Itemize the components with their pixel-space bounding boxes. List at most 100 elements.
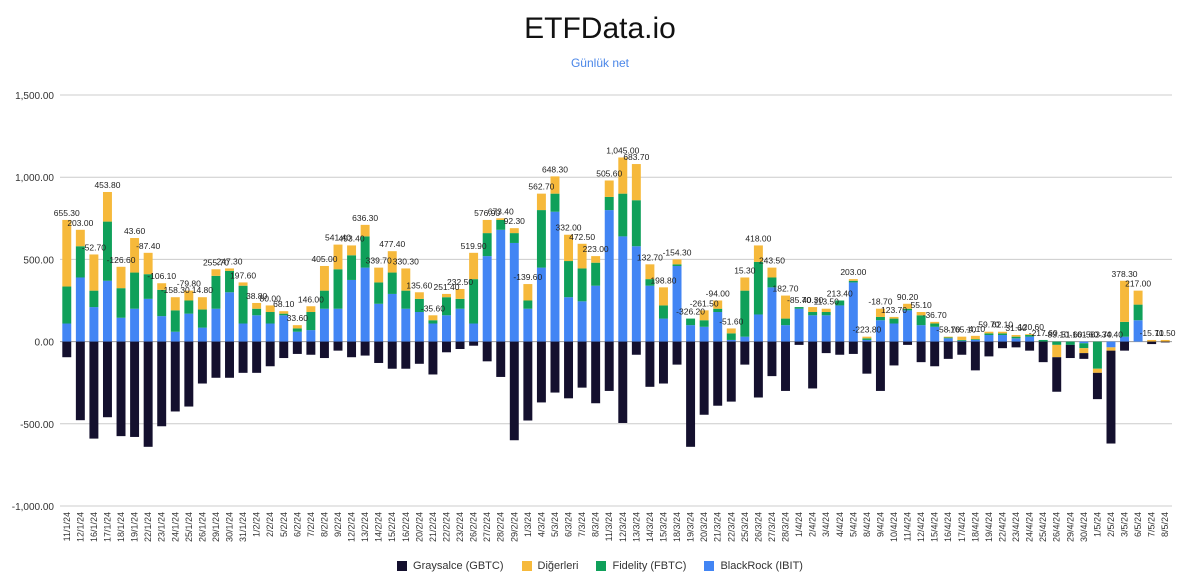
bar-segment bbox=[686, 318, 696, 326]
bar-segment bbox=[238, 282, 248, 286]
bar-segment bbox=[469, 252, 479, 280]
bar-segment bbox=[536, 341, 546, 403]
bar-segment bbox=[360, 267, 370, 342]
x-tick-label: 23/2/24 bbox=[455, 512, 465, 542]
x-tick-label: 7/5/24 bbox=[1147, 512, 1157, 537]
bar-segment bbox=[428, 315, 438, 321]
bar-segment bbox=[62, 219, 72, 287]
data-label: 673.40 bbox=[488, 206, 514, 216]
bar-segment bbox=[469, 279, 479, 324]
bar-segment bbox=[333, 308, 343, 342]
bar-segment bbox=[414, 292, 424, 299]
bar-segment bbox=[808, 341, 818, 389]
bar-segment bbox=[238, 341, 248, 373]
x-tick-label: 16/2/24 bbox=[401, 512, 411, 542]
bar-segment bbox=[875, 316, 885, 321]
bar-segment bbox=[523, 300, 533, 309]
bar-segment bbox=[265, 305, 275, 313]
bar-segment bbox=[157, 341, 167, 427]
y-tick-label: 0.00 bbox=[35, 338, 55, 349]
chart-title: ETFData.io bbox=[524, 12, 676, 45]
bar-segment bbox=[238, 323, 248, 342]
bar-segment bbox=[170, 331, 180, 342]
x-tick-label: 20/3/24 bbox=[699, 512, 709, 542]
bar-segment bbox=[509, 228, 519, 234]
x-tick-label: 29/1/24 bbox=[211, 512, 221, 542]
data-label: -79.80 bbox=[177, 279, 201, 289]
bar-segment bbox=[211, 275, 221, 309]
bar-segment bbox=[1025, 341, 1035, 351]
bar-segment bbox=[794, 341, 804, 345]
bar-segment bbox=[455, 341, 465, 349]
bar-segment bbox=[862, 339, 872, 342]
bar-segment bbox=[916, 315, 926, 326]
bar-segment bbox=[252, 341, 262, 373]
bar-segment bbox=[292, 325, 302, 329]
chart-subtitle: Günlük net bbox=[570, 56, 630, 70]
bar-segment bbox=[130, 238, 140, 273]
bar-segment bbox=[211, 308, 221, 342]
bar-segment bbox=[238, 285, 248, 324]
bar-segment bbox=[970, 341, 980, 371]
x-tick-label: 7/2/24 bbox=[306, 512, 316, 537]
bar-segment bbox=[862, 336, 872, 339]
bar-segment bbox=[1106, 350, 1116, 444]
bar-segment bbox=[130, 272, 140, 309]
data-label: -83.10 bbox=[1045, 330, 1069, 340]
x-tick-label: 15/3/24 bbox=[658, 512, 668, 542]
x-tick-label: 6/3/24 bbox=[564, 512, 574, 537]
data-label: 223.00 bbox=[583, 244, 609, 254]
data-label: -34.40 bbox=[1099, 330, 1123, 340]
bar-segment bbox=[984, 331, 994, 334]
bar-segment bbox=[564, 297, 574, 342]
bar-segment bbox=[618, 236, 628, 342]
bar-segment bbox=[957, 339, 967, 341]
x-tick-label: 22/3/24 bbox=[726, 512, 736, 542]
bar-segment bbox=[984, 335, 994, 342]
x-tick-label: 12/1/24 bbox=[75, 512, 85, 542]
x-tick-label: 3/5/24 bbox=[1120, 512, 1130, 537]
bar-segment bbox=[970, 339, 980, 342]
bar-segment bbox=[930, 321, 940, 324]
bar-segment bbox=[89, 307, 99, 342]
bar-segment bbox=[197, 309, 207, 328]
bar-segment bbox=[536, 267, 546, 342]
data-label: 330.30 bbox=[393, 256, 419, 266]
bar-segment bbox=[794, 307, 804, 309]
bar-segment bbox=[374, 303, 384, 342]
data-label: 453.80 bbox=[94, 180, 120, 190]
bar-segment bbox=[821, 312, 831, 316]
x-tick-label: 10/4/24 bbox=[889, 512, 899, 542]
bar-segment bbox=[564, 341, 574, 399]
data-label: 636.30 bbox=[352, 213, 378, 223]
x-tick-label: 3/4/24 bbox=[821, 512, 831, 537]
bar-segment bbox=[998, 331, 1007, 334]
data-label: -126.60 bbox=[107, 255, 136, 265]
data-label: -120.60 bbox=[1015, 322, 1044, 332]
bar-segment bbox=[943, 336, 953, 338]
bar-segment bbox=[1011, 335, 1021, 337]
bar-segment bbox=[821, 308, 831, 313]
bar-segment bbox=[279, 311, 289, 314]
bar-segment bbox=[794, 308, 804, 342]
bar-segment bbox=[387, 293, 397, 342]
bar-segment bbox=[753, 341, 763, 398]
bar-segment bbox=[903, 310, 913, 342]
legend-item-fbtc: Fidelity (FBTC) bbox=[596, 560, 686, 572]
bar-segment bbox=[184, 341, 194, 407]
data-label: -154.30 bbox=[663, 247, 692, 257]
bar-segment bbox=[1160, 339, 1170, 342]
x-tick-label: 18/1/24 bbox=[116, 512, 126, 542]
bar-segment bbox=[279, 341, 289, 359]
bar-segment bbox=[699, 310, 709, 321]
x-tick-label: 29/2/24 bbox=[509, 512, 519, 542]
bar-segment bbox=[577, 341, 587, 388]
bar-segment bbox=[428, 320, 438, 324]
x-tick-label: 15/2/24 bbox=[387, 512, 397, 542]
x-tick-label: 16/1/24 bbox=[89, 512, 99, 542]
x-tick-label: 21/2/24 bbox=[428, 512, 438, 542]
bar-segment bbox=[523, 308, 533, 342]
data-label: 405.00 bbox=[311, 254, 337, 264]
bar-segment bbox=[998, 335, 1007, 342]
data-label: -158.30 bbox=[161, 285, 190, 295]
